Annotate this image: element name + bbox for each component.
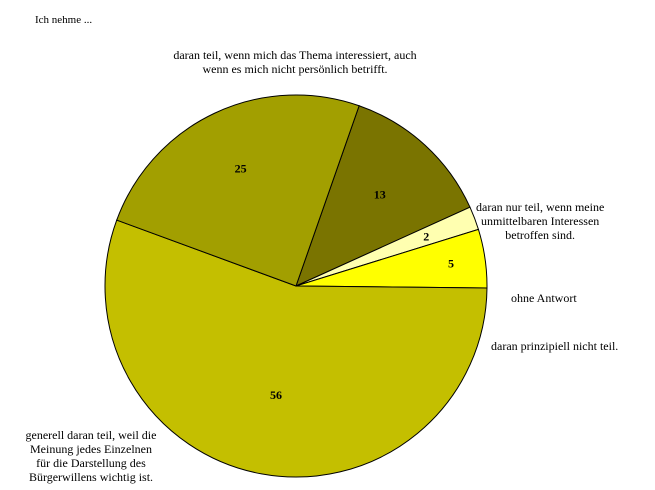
label-prinzipiell-nicht: daran prinzipiell nicht teil.: [491, 339, 619, 353]
value-label-ohne-antwort: 2: [423, 230, 429, 244]
chart-title: Ich nehme ...: [35, 14, 93, 26]
label-generell: generell daran teil, weil die Meinung je…: [25, 428, 157, 484]
value-label-prinzipiell-nicht: 5: [448, 256, 454, 270]
label-nur-interessen: daran nur teil, wenn meine unmittelbaren…: [476, 200, 605, 242]
value-label-thema-interessiert: 25: [235, 162, 247, 176]
pie-slice-nur-interessen: [295, 105, 471, 287]
pie-slice-thema-interessiert: [116, 94, 360, 287]
pie-slice-generell: [104, 219, 488, 478]
label-ohne-antwort: ohne Antwort: [511, 291, 577, 305]
value-label-nur-interessen: 13: [374, 187, 386, 201]
value-label-generell: 56: [270, 388, 282, 402]
label-thema-interessiert: daran teil, wenn mich das Thema interess…: [173, 48, 417, 76]
